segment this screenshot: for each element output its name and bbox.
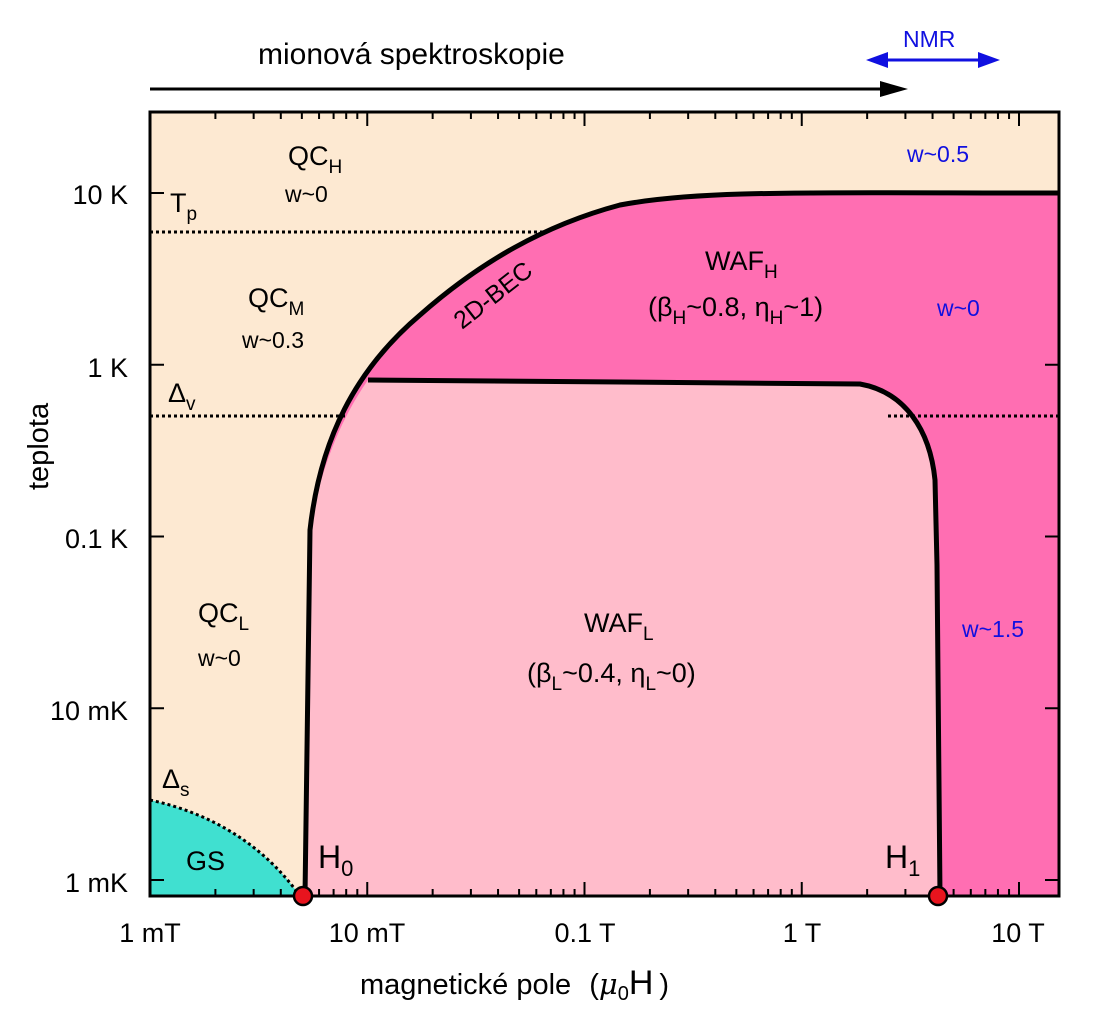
y-tick-0-1k: 0.1 K xyxy=(65,524,128,554)
nmr-arrow-head-right xyxy=(978,52,1000,68)
x-tick-0-1t: 0.1 T xyxy=(554,918,615,948)
y-tick-10k: 10 K xyxy=(72,180,128,210)
outer-phase-boundary xyxy=(302,190,1059,896)
qch-label: QCH xyxy=(288,141,342,178)
x-tick-10t: 10 T xyxy=(991,918,1045,948)
x-tick-10mt: 10 mT xyxy=(329,918,406,948)
nmr-label: NMR xyxy=(903,26,955,52)
waf-l-region xyxy=(305,380,940,896)
h1-point xyxy=(927,885,949,907)
waf-l-params: (βL~0.4, ηL~0) xyxy=(527,658,696,695)
waf-h-params: (βH~0.8, ηH~1) xyxy=(648,292,823,329)
ds-line xyxy=(150,798,302,896)
qcl-label: QCL xyxy=(198,598,249,635)
y-tick-1k: 1 K xyxy=(87,353,128,383)
w-mid-label: w~0 xyxy=(936,295,980,321)
y-axis-label: teplota xyxy=(23,402,55,490)
ds-label: Δs xyxy=(162,764,190,801)
inner-phase-boundary xyxy=(367,377,943,896)
x-tick-1t: 1 T xyxy=(783,918,822,948)
w-top-label: w~0.5 xyxy=(906,141,969,167)
x-axis-label: magnetické pole (μ0H) xyxy=(360,964,669,1005)
muon-arrow-head xyxy=(880,81,908,97)
h1-label: H1 xyxy=(885,839,920,881)
w-bot-label: w~1.5 xyxy=(961,616,1024,642)
muon-spectroscopy-label: mionová spektroskopie xyxy=(258,38,565,71)
qcm-w-label: w~0.3 xyxy=(241,327,304,353)
h0-point xyxy=(292,885,314,907)
waf-l-label: WAFL xyxy=(584,608,654,645)
y-tick-10mk: 10 mK xyxy=(50,696,128,726)
h0-label: H0 xyxy=(318,839,353,881)
tp-label: Tp xyxy=(170,188,197,225)
y-tick-1mk: 1 mK xyxy=(65,868,128,898)
waf-h-label: WAFH xyxy=(705,246,778,283)
qch-w-label: w~0 xyxy=(284,181,328,207)
gs-label: GS xyxy=(186,846,225,876)
qcm-label: QCM xyxy=(248,283,304,320)
plot-frame xyxy=(148,110,1061,898)
x-tick-1mt: 1 mT xyxy=(119,918,181,948)
gs-region xyxy=(150,800,300,896)
nmr-arrow-head-left xyxy=(866,52,888,68)
qcl-w-label: w~0 xyxy=(197,645,241,671)
dv-label: Δv xyxy=(168,378,196,415)
